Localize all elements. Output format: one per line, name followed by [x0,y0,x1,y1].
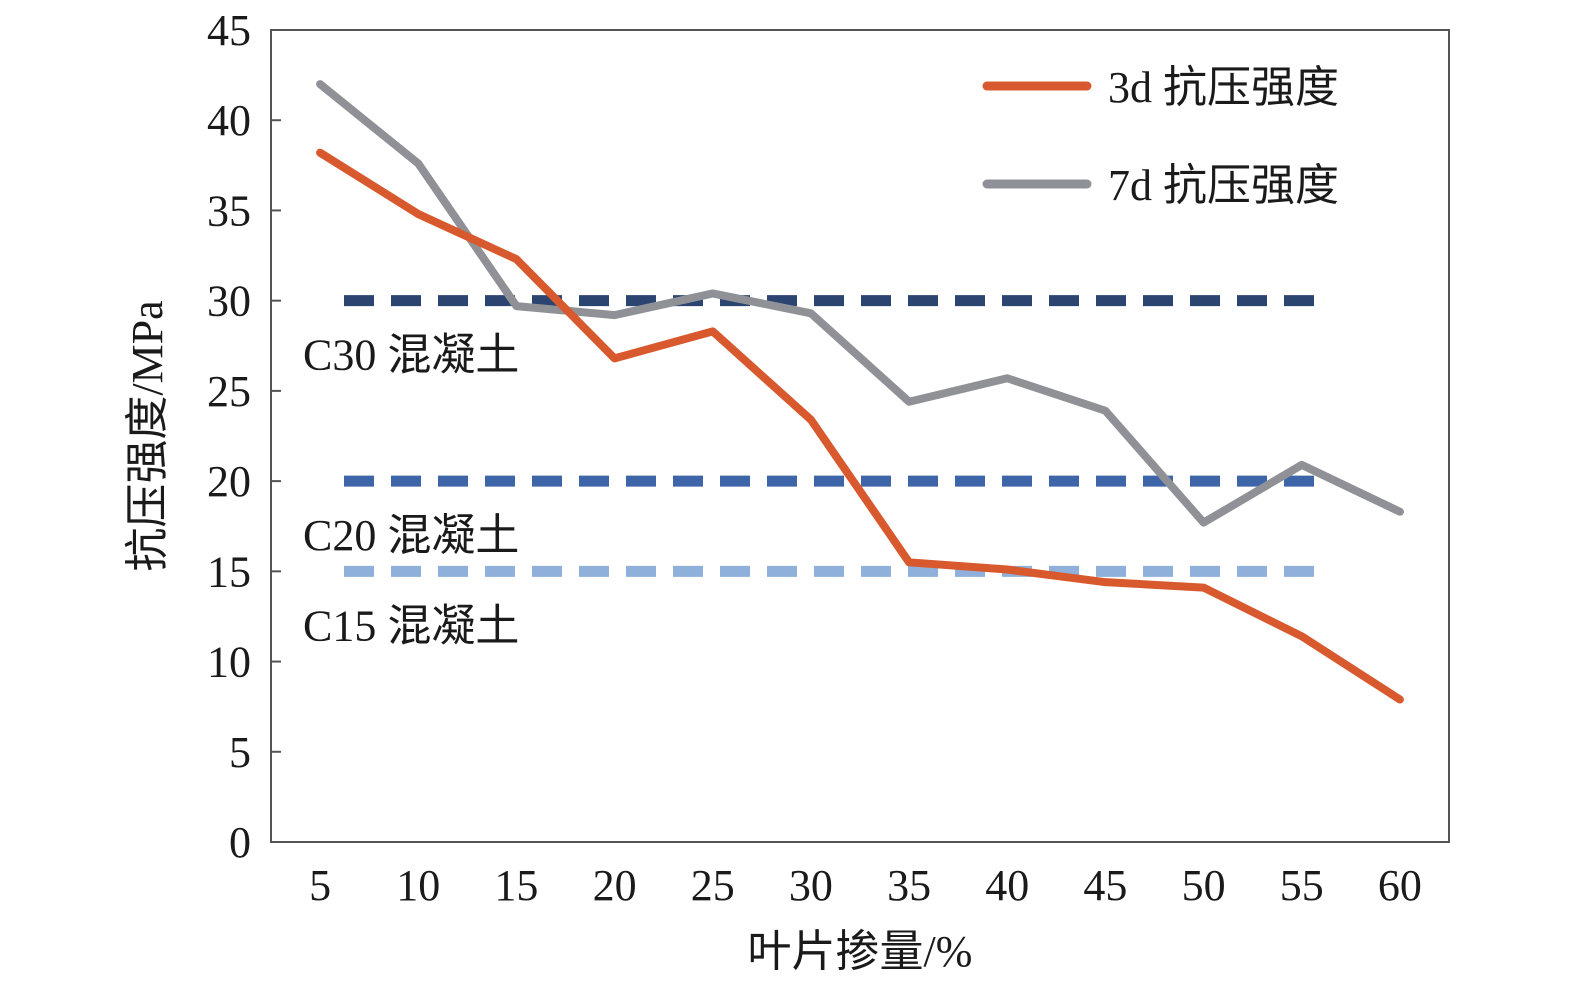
x-tick-label: 50 [1182,861,1226,910]
y-tick-label: 35 [207,186,251,235]
y-tick-label: 10 [207,638,251,687]
x-tick-label: 15 [494,861,538,910]
plot-area-frame [270,29,1450,843]
y-tick-label: 0 [229,818,251,867]
legend-label: 7d 抗压强度 [1108,161,1339,210]
x-tick-label: 40 [985,861,1029,910]
x-tick-label: 35 [887,861,931,910]
x-tick-label: 10 [396,861,440,910]
y-tick-label: 25 [207,367,251,416]
series-line [316,148,1404,704]
y-axis-title: 抗压强度/MPa [123,300,172,571]
y-tick-label: 15 [207,547,251,596]
x-tick-label: 20 [593,861,637,910]
x-tick-label: 5 [309,861,331,910]
y-tick-label: 30 [207,277,251,326]
x-tick-label: 60 [1378,861,1422,910]
reference-line-label: C15 混凝土 [303,601,519,650]
legend-label: 3d 抗压强度 [1108,63,1339,112]
y-tick-label: 5 [229,728,251,777]
x-axis-ticks: 5 10 15 20 25 30 35 40 45 50 55 60 [309,861,1422,910]
x-axis-title: 叶片掺量/% [748,927,973,976]
reference-line-label: C30 混凝土 [303,331,519,380]
y-axis-ticks: 0 5 10 15 20 25 30 35 40 45 [207,6,281,867]
series-line [316,80,1404,527]
reference-line-label: C20 混凝土 [303,511,519,560]
y-tick-label: 40 [207,96,251,145]
y-tick-label: 45 [207,6,251,55]
x-tick-label: 45 [1083,861,1127,910]
legend: 3d 抗压强度 7d 抗压强度 [982,63,1339,210]
series-lines [316,80,1404,704]
x-tick-label: 55 [1280,861,1324,910]
x-tick-label: 30 [789,861,833,910]
x-tick-label: 25 [691,861,735,910]
y-tick-label: 20 [207,457,251,506]
